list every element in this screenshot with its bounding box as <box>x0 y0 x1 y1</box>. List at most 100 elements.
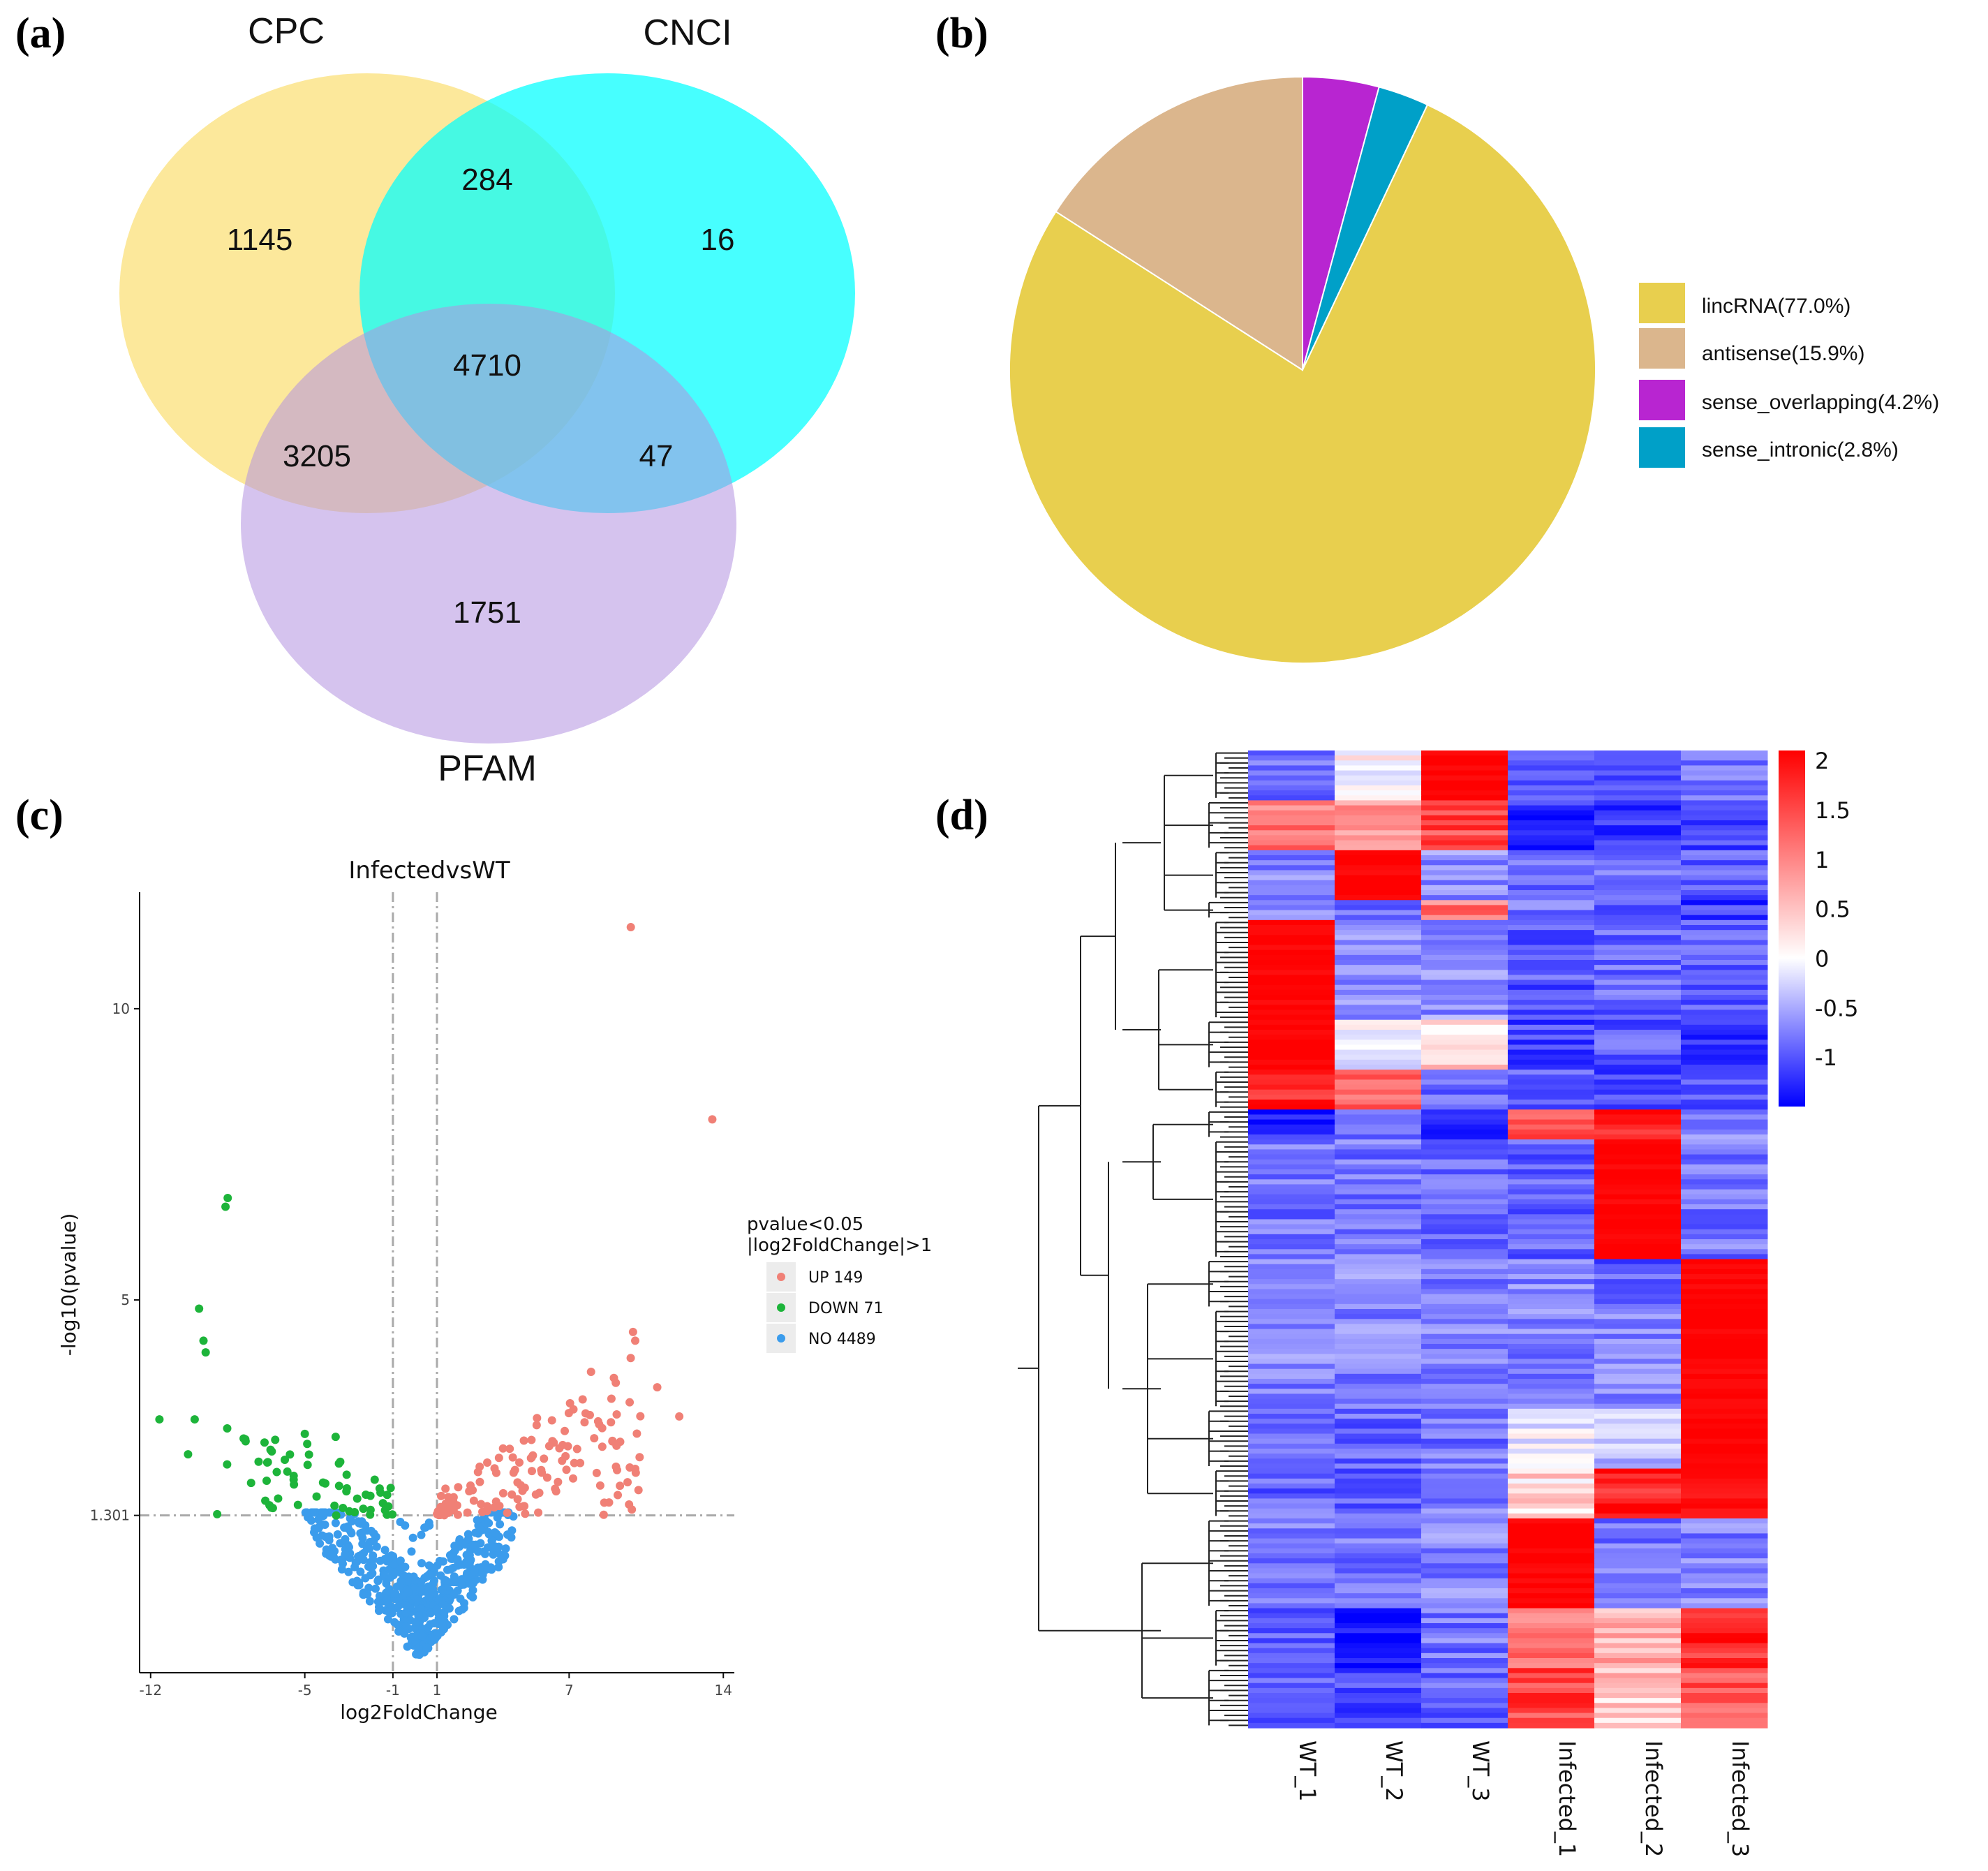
heatmap-cell <box>1594 1673 1682 1679</box>
volcano-point-up <box>520 1484 529 1493</box>
venn-label-pfam: PFAM <box>438 748 537 789</box>
heatmap-cell <box>1594 925 1682 931</box>
heatmap-cell <box>1508 1368 1595 1375</box>
heatmap-cell <box>1681 1333 1768 1340</box>
volcano-x-tick-label: 14 <box>714 1682 732 1699</box>
heatmap-cell <box>1508 1543 1595 1549</box>
heatmap-cell <box>1248 1204 1335 1210</box>
heatmap-cell <box>1421 1414 1508 1419</box>
volcano-point-no <box>400 1629 409 1638</box>
volcano-point-no <box>416 1604 425 1613</box>
heatmap-cell <box>1248 755 1335 761</box>
heatmap-cell <box>1594 979 1682 986</box>
heatmap-cell <box>1681 1269 1768 1275</box>
venn-count-cnci-only: 16 <box>701 223 735 257</box>
heatmap-cell <box>1681 1104 1768 1110</box>
heatmap-cell <box>1594 1703 1682 1709</box>
heatmap-cell <box>1681 1652 1768 1659</box>
heatmap-cell <box>1681 1224 1768 1230</box>
heatmap-cell <box>1508 1503 1595 1509</box>
volcano-point-no <box>393 1620 402 1629</box>
heatmap-cell <box>1421 1528 1508 1534</box>
heatmap-cell <box>1248 1319 1335 1325</box>
heatmap-cell <box>1248 1373 1335 1380</box>
heatmap-cell <box>1681 1129 1768 1135</box>
volcano-point-no <box>438 1585 447 1595</box>
volcano-point-up <box>570 1458 579 1467</box>
heatmap-cell <box>1248 1174 1335 1180</box>
heatmap-cell <box>1248 1583 1335 1589</box>
heatmap-cell <box>1335 750 1422 756</box>
heatmap-cell <box>1681 1065 1768 1070</box>
heatmap-cell <box>1508 1104 1595 1110</box>
heatmap-cell <box>1421 1703 1508 1709</box>
heatmap-cell <box>1335 1722 1422 1729</box>
volcano-legend-up: UP 149 <box>808 1269 863 1287</box>
heatmap-cell <box>1248 1498 1335 1504</box>
heatmap-cell <box>1248 1065 1335 1070</box>
heatmap-cell <box>1248 1124 1335 1130</box>
heatmap-cell <box>1681 1084 1768 1090</box>
volcano-point-no <box>466 1591 475 1600</box>
volcano-point-down <box>380 1506 390 1515</box>
volcano-point-no <box>383 1615 392 1624</box>
venn-count-cpc-cnci: 284 <box>461 163 512 197</box>
heatmap-cell <box>1508 1065 1595 1070</box>
heatmap-cell <box>1508 1553 1595 1559</box>
heatmap-cell <box>1508 1294 1595 1300</box>
heatmap-cell <box>1335 1593 1422 1599</box>
volcano-point-down <box>312 1492 321 1501</box>
volcano-point-up <box>607 1418 616 1427</box>
heatmap-cell <box>1508 1259 1595 1265</box>
heatmap-cell <box>1681 775 1768 781</box>
heatmap-cell <box>1508 880 1595 886</box>
heatmap-cell <box>1421 1264 1508 1270</box>
heatmap-cell <box>1508 1393 1595 1400</box>
heatmap-cell <box>1335 1344 1422 1349</box>
heatmap-cell <box>1594 800 1682 806</box>
heatmap-cell <box>1594 954 1682 961</box>
heatmap-cell <box>1248 885 1335 891</box>
heatmap-cell <box>1335 1613 1422 1619</box>
heatmap-cell <box>1681 1089 1768 1095</box>
heatmap-cell <box>1248 1468 1335 1474</box>
heatmap-cell <box>1594 1478 1682 1484</box>
heatmap-cell <box>1594 1493 1682 1500</box>
heatmap-cell <box>1508 1309 1595 1315</box>
heatmap-cell <box>1248 1414 1335 1419</box>
heatmap-cell <box>1335 1673 1422 1679</box>
volcano-point-no <box>401 1601 410 1610</box>
volcano-point-no <box>494 1562 503 1572</box>
heatmap-cell <box>1508 860 1595 866</box>
heatmap-cell <box>1335 1309 1422 1315</box>
heatmap-cell <box>1508 960 1595 966</box>
heatmap-cell <box>1681 1044 1768 1051</box>
heatmap-cell <box>1421 840 1508 846</box>
heatmap-cell <box>1594 770 1682 776</box>
heatmap-cell <box>1508 1488 1595 1494</box>
heatmap-cell <box>1421 1179 1508 1185</box>
volcano-point-no <box>413 1595 422 1604</box>
heatmap-cell <box>1681 1303 1768 1310</box>
heatmap-cell <box>1681 1054 1768 1060</box>
heatmap-cell <box>1421 770 1508 776</box>
heatmap-cell <box>1681 1299 1768 1305</box>
heatmap-cell <box>1421 1708 1508 1714</box>
heatmap-cell <box>1421 1687 1508 1694</box>
heatmap-cell <box>1421 1683 1508 1689</box>
heatmap-cell <box>1335 865 1422 871</box>
heatmap-cell <box>1248 1433 1335 1440</box>
heatmap-cell <box>1681 1473 1768 1479</box>
volcano-point-no <box>316 1539 325 1548</box>
heatmap-cell <box>1248 850 1335 856</box>
heatmap-cell <box>1594 1384 1682 1389</box>
heatmap-cell <box>1681 1638 1768 1644</box>
panel-label-b: (b) <box>935 10 988 57</box>
heatmap-cell <box>1335 1484 1422 1489</box>
heatmap-cell <box>1248 1643 1335 1649</box>
heatmap-cell <box>1508 965 1595 970</box>
heatmap-cell <box>1421 1249 1508 1255</box>
heatmap-cell <box>1421 1119 1508 1125</box>
volcano-point-up <box>616 1481 625 1491</box>
heatmap-cell <box>1248 750 1335 756</box>
